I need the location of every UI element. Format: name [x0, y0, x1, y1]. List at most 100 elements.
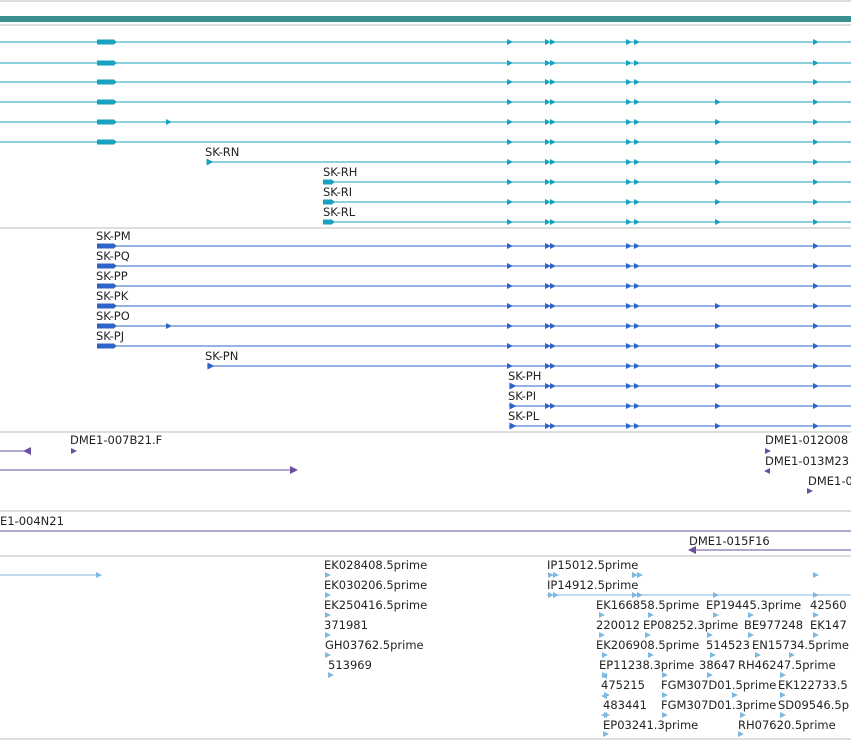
- exon-arrow-right-icon: [813, 323, 819, 329]
- exon-arrow-right-icon: [507, 219, 513, 225]
- exon-block: [323, 179, 331, 185]
- est-label[interactable]: FGM307D01.3prime: [661, 698, 776, 712]
- exon-block: [97, 79, 113, 85]
- exon-arrow-right-icon: [715, 383, 721, 389]
- cdna-label[interactable]: SK-RI: [323, 185, 352, 199]
- est-label[interactable]: 220012: [596, 618, 640, 632]
- transcript-label[interactable]: SK-PJ: [96, 329, 124, 343]
- exon-arrow-right-icon: [545, 79, 551, 85]
- exon-arrow-right-icon: [331, 219, 335, 225]
- exon-arrow-right-icon: [807, 488, 813, 494]
- exon-arrow-right-icon: [507, 263, 513, 269]
- exon-arrow-right-icon: [550, 199, 556, 205]
- est-label[interactable]: EK250416.5prime: [324, 598, 427, 612]
- est-label[interactable]: EK206908.5prime: [596, 638, 699, 652]
- est-label[interactable]: GH03762.5prime: [325, 638, 424, 652]
- est-label[interactable]: RH07620.5prime: [738, 718, 836, 732]
- exon-arrow-right-icon: [626, 39, 632, 45]
- exon-arrow-right-icon: [662, 692, 668, 698]
- bac-end-label[interactable]: DME1-007B21.F: [70, 433, 162, 447]
- exon-arrow-right-icon: [626, 60, 632, 66]
- transcript-label[interactable]: SK-PO: [96, 309, 130, 323]
- bac-end-label[interactable]: DME1-013M23: [765, 454, 849, 468]
- bac-clone-label[interactable]: E1-004N21: [0, 514, 64, 528]
- cdna-label[interactable]: SK-RL: [323, 205, 356, 219]
- est-label[interactable]: 483441: [603, 698, 647, 712]
- exon-arrow-right-icon: [507, 79, 513, 85]
- exon-arrow-right-icon: [632, 592, 638, 598]
- est-label[interactable]: EK122733.5: [778, 678, 848, 692]
- exon-arrow-right-icon: [715, 323, 721, 329]
- exon-arrow-right-icon: [113, 79, 117, 85]
- exon-arrow-right-icon: [550, 283, 556, 289]
- cdna-label[interactable]: SK-RN: [205, 145, 239, 159]
- exon-arrow-right-icon: [715, 403, 721, 409]
- transcript-label[interactable]: SK-PI: [508, 389, 536, 403]
- est-label[interactable]: 475215: [601, 678, 645, 692]
- exon-arrow-right-icon: [634, 119, 640, 125]
- est-label[interactable]: RH46247.5prime: [738, 658, 836, 672]
- exon-arrow-right-icon: [507, 283, 513, 289]
- est-label[interactable]: IP14912.5prime: [547, 578, 638, 592]
- exon-arrow-right-icon: [325, 592, 331, 598]
- exon-arrow-right-icon: [166, 323, 172, 329]
- est-label[interactable]: 514523: [706, 638, 750, 652]
- est-label[interactable]: BE977248: [744, 618, 803, 632]
- exon-arrow-left-icon: [23, 447, 31, 455]
- transcript-label[interactable]: SK-PP: [96, 269, 128, 283]
- exon-arrow-right-icon: [626, 199, 632, 205]
- exon-arrow-right-icon: [626, 423, 632, 429]
- exon-arrow-right-icon: [603, 731, 609, 737]
- exon-arrow-right-icon: [113, 283, 117, 289]
- est-label[interactable]: 513969: [328, 658, 372, 672]
- est-label[interactable]: EK147: [810, 618, 847, 632]
- exon-block: [97, 99, 113, 105]
- transcript-label[interactable]: SK-PK: [96, 289, 129, 303]
- cdna-label[interactable]: SK-RH: [323, 165, 357, 179]
- est-label[interactable]: 371981: [324, 618, 368, 632]
- transcript-label[interactable]: SK-PH: [508, 369, 541, 383]
- transcript-label[interactable]: SK-PM: [96, 229, 131, 243]
- exon-arrow-right-icon: [813, 612, 819, 618]
- exon-arrow-right-icon: [206, 158, 214, 166]
- transcript-label[interactable]: SK-PN: [205, 349, 238, 363]
- exon-arrow-right-icon: [813, 423, 819, 429]
- exon-arrow-right-icon: [634, 423, 640, 429]
- est-label[interactable]: FGM307D01.5prime: [661, 678, 776, 692]
- exon-arrow-right-icon: [634, 159, 640, 165]
- exon-arrow-right-icon: [113, 243, 117, 249]
- exon-arrow-right-icon: [545, 159, 551, 165]
- exon-arrow-right-icon: [550, 243, 556, 249]
- exon-block: [97, 263, 113, 269]
- est-label[interactable]: SD09546.5p: [778, 698, 849, 712]
- bac-end-label[interactable]: DME1-0: [808, 474, 851, 488]
- exon-arrow-right-icon: [509, 422, 517, 430]
- transcript-label[interactable]: SK-PQ: [96, 249, 130, 263]
- est-label[interactable]: EN15734.5prime: [752, 638, 849, 652]
- exon-arrow-right-icon: [507, 119, 513, 125]
- est-label[interactable]: 42560: [810, 598, 847, 612]
- est-label[interactable]: 38647: [699, 658, 736, 672]
- transcript-label[interactable]: SK-PL: [508, 409, 540, 423]
- exon-arrow-right-icon: [113, 263, 117, 269]
- exon-arrow-right-icon: [113, 119, 117, 125]
- est-label[interactable]: EP11238.3prime: [599, 658, 694, 672]
- exon-arrow-right-icon: [780, 712, 786, 718]
- exon-arrow-right-icon: [96, 572, 102, 578]
- exon-block: [97, 343, 113, 349]
- bac-clone-label[interactable]: DME1-015F16: [689, 534, 770, 548]
- exon-arrow-right-icon: [715, 423, 721, 429]
- est-label[interactable]: EK166858.5prime: [596, 598, 699, 612]
- bac-end-label[interactable]: DME1-012O08: [765, 433, 848, 447]
- exon-arrow-right-icon: [550, 60, 556, 66]
- exon-arrow-right-icon: [507, 60, 513, 66]
- est-label[interactable]: EP03241.3prime: [603, 718, 698, 732]
- est-label[interactable]: EP08252.3prime: [643, 618, 738, 632]
- exon-arrow-right-icon: [550, 119, 556, 125]
- est-label[interactable]: EK030206.5prime: [324, 578, 427, 592]
- exon-arrow-right-icon: [626, 383, 632, 389]
- est-label[interactable]: IP15012.5prime: [547, 558, 638, 572]
- est-label[interactable]: EP19445.3prime: [706, 598, 801, 612]
- est-label[interactable]: EK028408.5prime: [324, 558, 427, 572]
- exon-arrow-right-icon: [813, 79, 819, 85]
